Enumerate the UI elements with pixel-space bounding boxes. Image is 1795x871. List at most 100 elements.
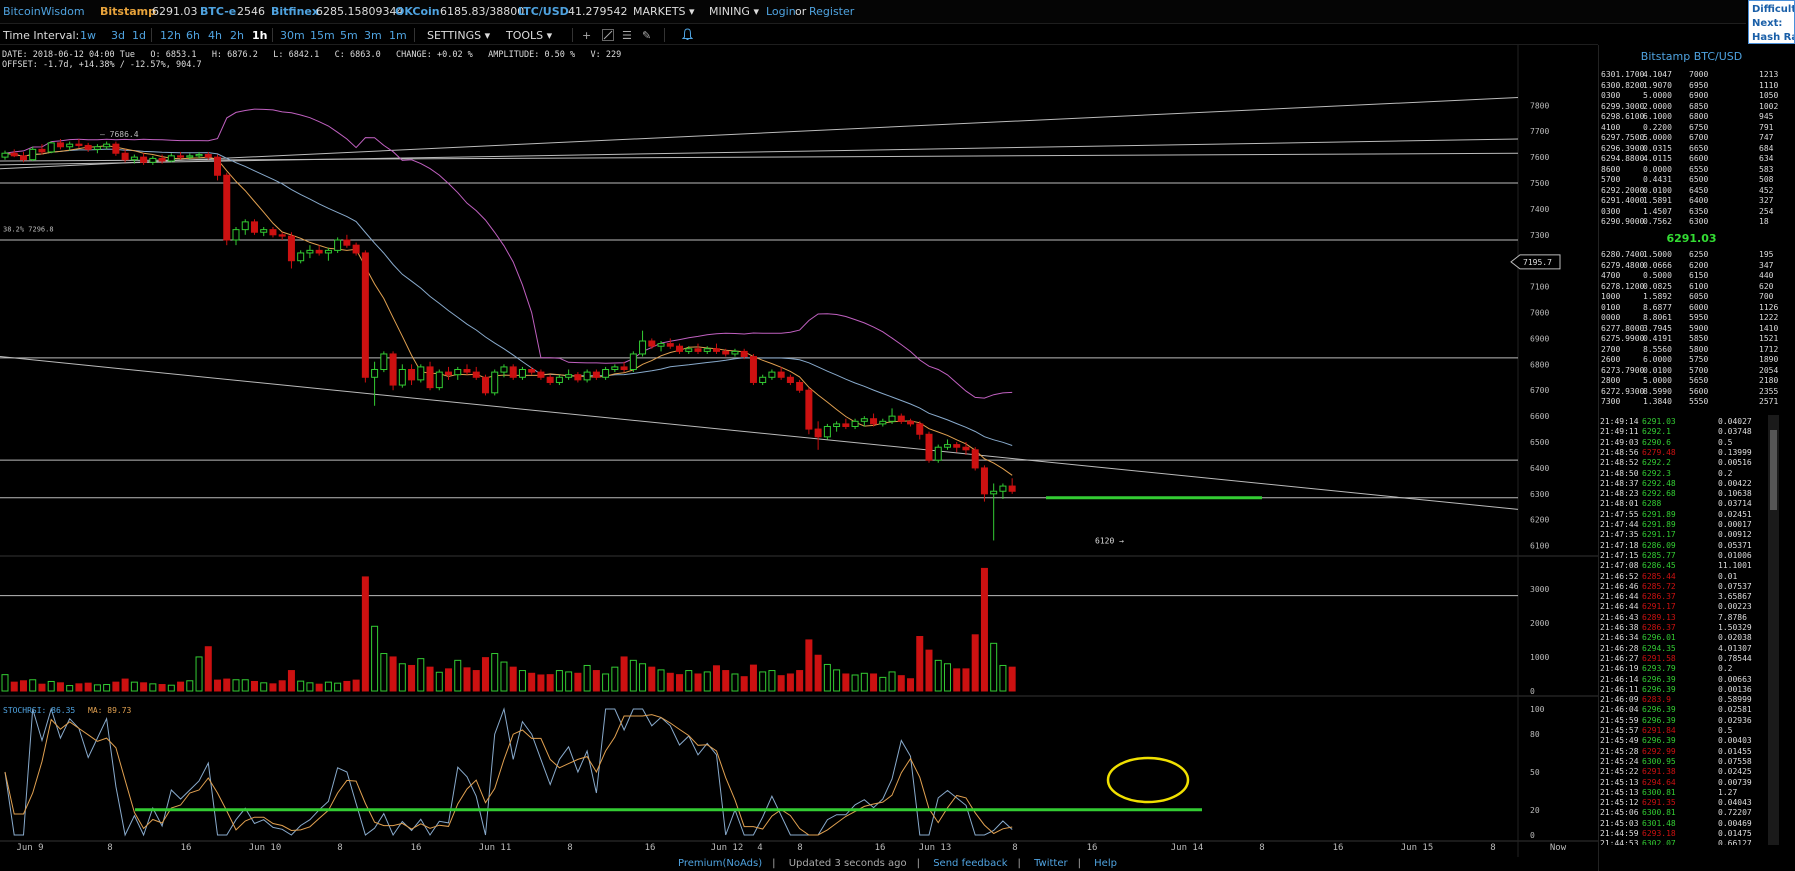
interval-2h[interactable]: 2h: [230, 29, 244, 42]
order-book-cell: 6800: [1689, 112, 1709, 121]
interval-1d[interactable]: 1d: [132, 29, 146, 42]
x-tick-label: 8: [567, 843, 572, 853]
trade-cell: 0.78544: [1718, 653, 1752, 663]
twitter-link[interactable]: Twitter: [1034, 858, 1068, 869]
order-book-title[interactable]: Bitstamp BTC/USD: [1640, 50, 1743, 63]
interval-6h[interactable]: 6h: [186, 29, 200, 42]
exchange-ltcusd[interactable]: LTC/USD: [518, 5, 569, 18]
candle: [583, 371, 591, 381]
candle: [287, 235, 295, 262]
send-feedback-link[interactable]: Send feedback: [933, 858, 1008, 869]
volume-bar: [916, 636, 924, 692]
candle: [204, 154, 212, 158]
price-chart[interactable]: 6100 6200 6300 6400 6500 6600 6700 6800 6900 7000…: [0, 45, 1598, 857]
trade-history-scroll-thumb[interactable]: [1770, 430, 1777, 510]
interval-15m[interactable]: 15m: [310, 29, 335, 42]
order-book-row: 6277.8000 3.7945 5900 1410: [1599, 324, 1784, 335]
trade-cell: 6285.72: [1642, 581, 1676, 591]
price-tick-label: 6700: [1530, 386, 1549, 395]
order-book-cell: 2180: [1759, 376, 1779, 385]
exchange-okcoin[interactable]: OKCoin: [395, 5, 440, 18]
order-book-cell: 6600: [1689, 154, 1709, 163]
x-tick-label: Jun 11: [479, 843, 512, 853]
difficulty-widget[interactable]: Difficulty Next: Hash Ra: [1748, 0, 1795, 44]
interval-3d[interactable]: 3d: [111, 29, 125, 42]
volume-bar: [250, 680, 258, 692]
volume-bar: [749, 664, 757, 692]
volume-bar: [768, 670, 776, 692]
crosshair-icon[interactable]: +: [582, 29, 592, 42]
interval-1h[interactable]: 1h: [252, 29, 268, 42]
exchange-bitfinex[interactable]: Bitfinex: [271, 5, 319, 18]
order-book-cell: 8.6877: [1643, 302, 1672, 312]
brand-logo[interactable]: BitcoinWisdom: [3, 5, 85, 18]
candle: [278, 234, 286, 237]
interval-30m[interactable]: 30m: [280, 29, 305, 42]
volume-bar: [740, 676, 748, 692]
line-tool-icon[interactable]: [602, 29, 614, 41]
order-book-row: 6273.7900 0.0100 5700 2054: [1599, 366, 1784, 377]
trade-history-scrollbar[interactable]: [1768, 415, 1779, 845]
price-tick-label: 6100: [1530, 542, 1549, 551]
candle: [740, 350, 748, 358]
candle: [971, 449, 979, 469]
mining-menu[interactable]: MINING ▾: [709, 5, 759, 18]
trade-cell: 0.02451: [1718, 509, 1752, 519]
premium-link[interactable]: Premium(NoAds): [678, 858, 763, 869]
candle: [445, 371, 453, 376]
order-book-cell: 6750: [1689, 122, 1709, 132]
markets-menu[interactable]: MARKETS ▾: [633, 5, 695, 18]
interval-1w[interactable]: 1w: [80, 29, 96, 42]
x-tick-label: Jun 12: [711, 843, 744, 853]
candle: [962, 446, 970, 451]
exchange-btce[interactable]: BTC-e: [200, 5, 237, 18]
order-book-cell: 0300: [1601, 206, 1621, 216]
price-tick-label: 7700: [1530, 127, 1549, 136]
bell-icon[interactable]: [681, 28, 694, 44]
trade-cell: 3.65867: [1718, 592, 1752, 602]
markets-label: MARKETS: [633, 5, 686, 18]
order-book-cell: 6273.7900: [1601, 365, 1645, 375]
candle: [315, 249, 323, 254]
trade-cell: 4.01307: [1718, 643, 1752, 653]
volume-bar: [389, 656, 397, 692]
tools-menu[interactable]: TOOLS ▾: [506, 29, 552, 42]
trade-row: 21:44:53 6302.07 0.66127: [1598, 839, 1768, 845]
interval-12h[interactable]: 12h: [160, 29, 181, 42]
settings-menu[interactable]: SETTINGS ▾: [427, 29, 490, 42]
candle: [241, 221, 249, 231]
candle: [814, 428, 822, 438]
horizontal-lines-icon[interactable]: ☰: [622, 29, 632, 42]
volume-bar: [121, 678, 129, 692]
volume-bar: [500, 661, 508, 692]
interval-5m[interactable]: 5m: [340, 29, 358, 42]
help-link[interactable]: Help: [1094, 858, 1117, 869]
trade-cell: 6291.38: [1642, 767, 1676, 777]
login-link[interactable]: Login: [766, 5, 796, 18]
trade-cell: 6292.68: [1642, 489, 1676, 499]
trade-cell: 6289.13: [1642, 612, 1676, 622]
footer: Premium(NoAds) | Updated 3 seconds ago | S…: [678, 858, 1117, 869]
stochrsi-ma-line: [4, 714, 1013, 836]
register-link[interactable]: Register: [809, 5, 855, 18]
volume-bar: [537, 674, 545, 692]
trade-cell: 0.04043: [1718, 798, 1752, 808]
trade-row: 21:47:15 6285.77 0.01006: [1598, 551, 1768, 562]
trade-row: 21:45:59 6296.39 0.02936: [1598, 716, 1768, 727]
chevron-down-icon: ▾: [689, 5, 695, 18]
trade-cell: 0.00223: [1718, 602, 1752, 612]
trade-cell: 0.01006: [1718, 550, 1752, 560]
volume-bar: [583, 664, 591, 692]
trade-cell: 21:48:23: [1600, 489, 1639, 499]
exchange-bitstamp[interactable]: Bitstamp: [100, 5, 156, 18]
volume-bar: [1008, 666, 1016, 692]
interval-1m[interactable]: 1m: [389, 29, 407, 42]
order-book-cell: 347: [1759, 260, 1774, 270]
pen-icon[interactable]: ✎: [642, 29, 652, 42]
volume-bar: [546, 674, 554, 692]
interval-4h[interactable]: 4h: [208, 29, 222, 42]
interval-3m[interactable]: 3m: [364, 29, 382, 42]
order-book-cell: 2800: [1601, 376, 1621, 385]
trade-history[interactable]: 21:49:14 6291.03 0.04027 21:49:11 6292.1 0.03…: [1598, 415, 1768, 845]
volume-bar: [722, 670, 730, 692]
